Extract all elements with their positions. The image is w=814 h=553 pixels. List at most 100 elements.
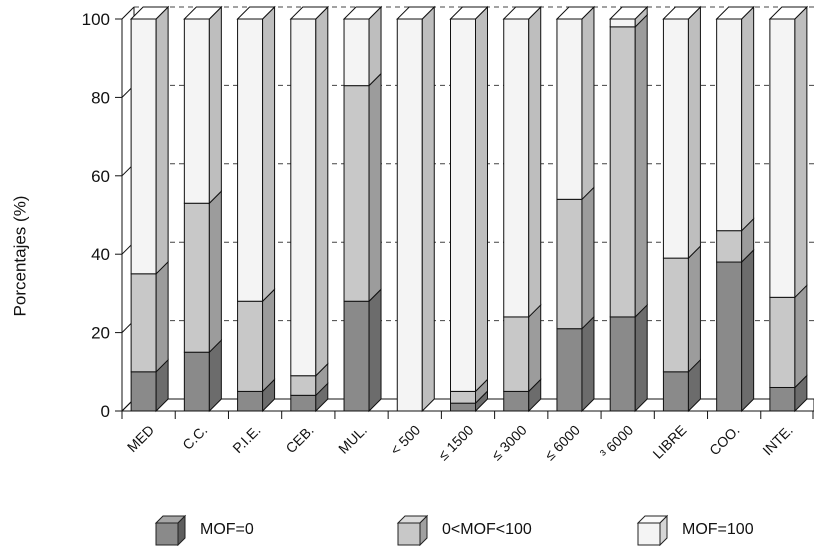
bar-segment-side (794, 5, 808, 299)
bar-top (342, 6, 383, 20)
x-tick-label: P.I.E. (229, 422, 263, 456)
bar-segment-side (315, 5, 329, 377)
x-tick-label: MED (124, 422, 157, 455)
bar-segment-front (183, 351, 210, 412)
bar-segment-front (769, 386, 796, 412)
bar-top (555, 6, 596, 20)
x-tick-label: ≤ 1500 (435, 422, 477, 464)
x-tick-label: ³ 6000 (597, 422, 637, 462)
bar-top (236, 6, 276, 20)
bar-segment-front (290, 18, 317, 377)
bar-segment-front (662, 257, 689, 373)
y-tick-label: 40 (91, 245, 110, 264)
bar-segment-front (769, 18, 796, 298)
x-tick-label: ≤ 3000 (488, 422, 530, 464)
bar-top (449, 6, 489, 20)
legend-swatch-mof-0 (154, 514, 186, 546)
bar-segment-front (503, 18, 530, 318)
x-tick-label: MUL. (335, 422, 370, 457)
bar-segment-side (687, 5, 701, 260)
bar-segment-side (634, 13, 648, 319)
bar-segment-side (794, 284, 808, 389)
bar-segment-front (183, 202, 210, 353)
bar-segment-front (290, 394, 317, 412)
bar-segment-front (556, 328, 583, 412)
y-tick-label: 20 (91, 324, 110, 343)
legend-item-mof-partial: 0<MOF<100 (396, 514, 532, 546)
bar-segment-front (130, 18, 157, 275)
x-tick-label: CEB. (282, 422, 316, 456)
bar-segment-side (208, 190, 222, 354)
bar-segment-front (237, 300, 264, 392)
bar-top (502, 6, 542, 20)
x-tick-label: COO. (706, 422, 743, 459)
bar-segment-side (155, 260, 169, 374)
bar-segment-side (368, 72, 382, 303)
bar-segment-side (155, 5, 169, 276)
bar-segment-front (183, 18, 210, 204)
bar-segment-front (396, 18, 423, 412)
bar-top (662, 6, 702, 20)
y-tick-label: 60 (91, 167, 110, 186)
legend-label-mof-0: MOF=0 (200, 521, 254, 538)
bar-segment-front (130, 273, 157, 373)
bar-top (715, 6, 755, 20)
bar-segment-side (528, 5, 542, 319)
bar-segment-side (634, 303, 648, 413)
y-axis-label-box: Porcentajes (%) (6, 106, 34, 406)
bar-segment-front (343, 300, 370, 412)
legend-label-mof-100: MOF=100 (682, 521, 754, 538)
bar-segment-front (130, 371, 157, 412)
bar-segment-side (581, 5, 595, 201)
bar-segment-side (581, 186, 595, 330)
legend-swatch-mof-100 (636, 514, 668, 546)
bar-segment-front (343, 18, 370, 87)
bar-segment-front (716, 18, 743, 232)
bar-segment-front (450, 390, 476, 404)
bar-segment-side (475, 5, 488, 393)
bar-segment-front (556, 18, 583, 200)
legend-label-mof-partial: 0<MOF<100 (442, 521, 532, 538)
bar-top (129, 6, 170, 20)
bar-segment-side (368, 288, 382, 413)
bar-segment-front (343, 85, 370, 302)
bar-segment-side (741, 5, 755, 232)
bar-segment-front (503, 390, 530, 412)
bar-segment-side (581, 315, 595, 413)
bar-segment-side (421, 5, 435, 413)
bar-segment-front (556, 198, 583, 330)
x-tick-label: ≤ 6000 (541, 422, 583, 464)
legend: MOF=0 0<MOF<100 MOF=100 (0, 514, 814, 550)
y-axis-label: Porcentajes (%) (10, 195, 29, 317)
bar-segment-side (208, 5, 222, 205)
bar-segment-front (662, 371, 689, 412)
bar-top (183, 6, 223, 20)
x-tick-label: < 500 (387, 422, 424, 459)
bar-segment-side (368, 5, 382, 87)
bar-segment-front (716, 230, 743, 263)
bar-segment-front (237, 390, 264, 412)
legend-item-mof-100: MOF=100 (636, 514, 754, 546)
bar-segment-front (609, 26, 636, 318)
x-tick-label: INTE. (759, 422, 796, 459)
bar-segment-front (450, 402, 476, 412)
bar-top (396, 6, 436, 20)
bar-top (768, 6, 809, 20)
bar-segment-side (741, 248, 755, 413)
bar-segment-side (687, 244, 701, 374)
bar-segment-side (262, 5, 276, 303)
x-tick-label: LIBRE (650, 422, 690, 462)
bar-segment-front (716, 261, 743, 412)
y-tick-label: 80 (91, 88, 110, 107)
y-tick-depth (121, 6, 135, 20)
bar-segment-front (769, 296, 796, 388)
bar-segment-side (262, 288, 276, 393)
bar-top (289, 6, 330, 20)
bar-segment-front (450, 18, 476, 392)
bar-segment-front (290, 375, 317, 396)
bar-segment-front (609, 316, 636, 412)
bar-segment-front (662, 18, 689, 259)
y-tick-label: 0 (101, 402, 110, 421)
